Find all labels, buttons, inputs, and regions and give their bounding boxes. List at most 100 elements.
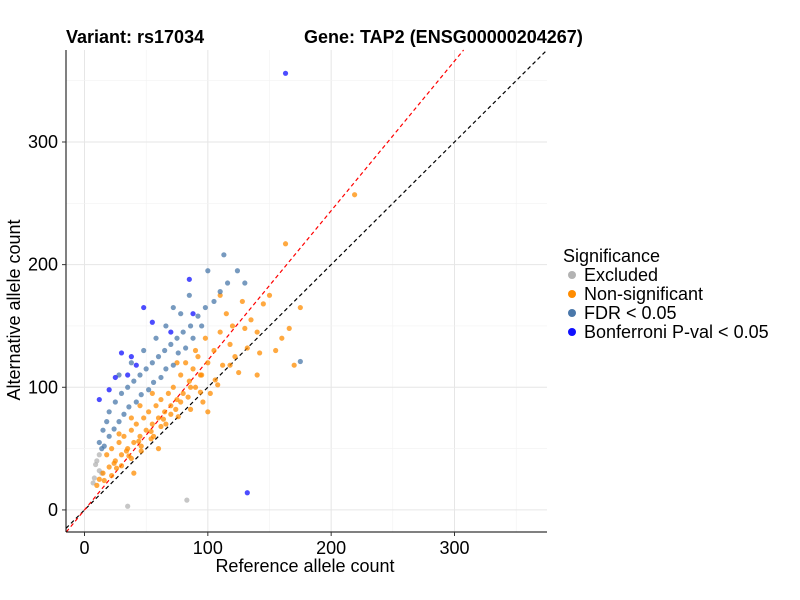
point-fdr-0-05 xyxy=(128,360,134,366)
point-bonferroni-p-val-0-05 xyxy=(118,350,125,356)
point-excluded xyxy=(96,452,102,458)
point-non-significant xyxy=(153,403,159,409)
title-variant: Variant: rs17034 xyxy=(66,27,204,47)
point-non-significant xyxy=(239,298,245,305)
point-non-significant xyxy=(297,304,303,311)
point-bonferroni-p-val-0-05 xyxy=(168,329,174,335)
legend-title: Significance xyxy=(563,246,660,266)
point-non-significant xyxy=(162,409,168,415)
point-fdr-0-05 xyxy=(111,426,117,432)
point-non-significant xyxy=(141,415,147,421)
y-tick-label: 200 xyxy=(28,255,58,275)
point-non-significant xyxy=(192,384,199,390)
point-fdr-0-05 xyxy=(170,304,176,311)
point-fdr-0-05 xyxy=(195,313,201,319)
point-non-significant xyxy=(174,360,180,366)
point-non-significant xyxy=(183,360,189,366)
point-non-significant xyxy=(180,390,186,397)
point-non-significant xyxy=(178,372,184,378)
point-non-significant xyxy=(187,406,194,412)
point-excluded xyxy=(90,480,96,486)
point-bonferroni-p-val-0-05 xyxy=(112,374,118,381)
point-non-significant xyxy=(286,325,292,332)
legend-label: Excluded xyxy=(584,265,658,285)
point-fdr-0-05 xyxy=(175,350,181,356)
point-non-significant xyxy=(173,406,179,412)
point-bonferroni-p-val-0-05 xyxy=(149,319,155,325)
point-fdr-0-05 xyxy=(118,390,125,397)
point-non-significant xyxy=(165,390,171,397)
x-tick-label: 0 xyxy=(79,538,89,558)
point-non-significant xyxy=(96,476,102,482)
reference-lines xyxy=(65,49,548,533)
point-non-significant xyxy=(215,382,221,388)
x-axis-title: Reference allele count xyxy=(215,556,394,576)
point-fdr-0-05 xyxy=(141,347,147,354)
point-fdr-0-05 xyxy=(190,335,196,341)
point-non-significant xyxy=(260,301,266,307)
point-non-significant xyxy=(113,465,120,471)
point-non-significant xyxy=(207,390,213,397)
point-fdr-0-05 xyxy=(131,378,137,384)
point-non-significant xyxy=(128,415,134,421)
point-non-significant xyxy=(257,350,263,356)
point-fdr-0-05 xyxy=(183,345,189,351)
point-non-significant xyxy=(186,378,192,384)
point-bonferroni-p-val-0-05 xyxy=(125,372,131,378)
point-non-significant xyxy=(187,384,194,390)
point-excluded xyxy=(91,475,97,481)
point-fdr-0-05 xyxy=(224,280,231,286)
point-non-significant xyxy=(136,438,142,444)
point-non-significant xyxy=(116,439,122,446)
point-non-significant xyxy=(106,464,112,470)
point-non-significant xyxy=(205,360,211,366)
point-non-significant xyxy=(197,372,204,378)
point-non-significant xyxy=(148,428,154,435)
point-non-significant xyxy=(175,414,181,420)
point-fdr-0-05 xyxy=(133,399,139,405)
point-non-significant xyxy=(128,427,134,433)
point-bonferroni-p-val-0-05 xyxy=(186,276,192,282)
point-fdr-0-05 xyxy=(106,433,112,439)
point-fdr-0-05 xyxy=(221,252,227,258)
point-non-significant xyxy=(160,416,167,422)
point-non-significant xyxy=(100,470,106,476)
x-tick-label: 300 xyxy=(439,538,469,558)
point-non-significant xyxy=(116,431,122,437)
point-non-significant xyxy=(266,292,273,298)
point-fdr-0-05 xyxy=(153,335,159,341)
point-fdr-0-05 xyxy=(116,419,122,425)
point-non-significant xyxy=(118,452,125,458)
point-non-significant xyxy=(211,347,217,354)
legend-label: Bonferroni P-val < 0.05 xyxy=(584,322,769,342)
point-fdr-0-05 xyxy=(297,358,303,365)
point-bonferroni-p-val-0-05 xyxy=(128,354,134,360)
point-non-significant xyxy=(148,436,154,442)
point-fdr-0-05 xyxy=(234,268,241,274)
point-fdr-0-05 xyxy=(217,289,223,295)
point-non-significant xyxy=(202,335,208,341)
point-non-significant xyxy=(109,472,115,479)
point-fdr-0-05 xyxy=(100,427,106,433)
point-fdr-0-05 xyxy=(186,292,192,298)
point-non-significant xyxy=(223,311,229,317)
point-fdr-0-05 xyxy=(146,387,152,393)
point-non-significant xyxy=(128,455,134,462)
point-fdr-0-05 xyxy=(163,366,169,372)
point-fdr-0-05 xyxy=(116,372,122,378)
point-non-significant xyxy=(178,399,184,405)
data-points xyxy=(90,70,358,509)
point-non-significant xyxy=(227,341,233,347)
point-non-significant xyxy=(146,409,152,415)
point-non-significant xyxy=(244,345,250,351)
point-bonferroni-p-val-0-05 xyxy=(244,490,250,496)
point-non-significant xyxy=(131,470,137,476)
point-fdr-0-05 xyxy=(143,366,149,372)
point-non-significant xyxy=(138,448,144,454)
point-bonferroni-p-val-0-05 xyxy=(141,304,147,311)
point-non-significant xyxy=(282,241,289,247)
point-fdr-0-05 xyxy=(106,409,112,415)
point-non-significant xyxy=(254,329,260,335)
point-fdr-0-05 xyxy=(174,335,180,341)
point-non-significant xyxy=(168,411,174,417)
